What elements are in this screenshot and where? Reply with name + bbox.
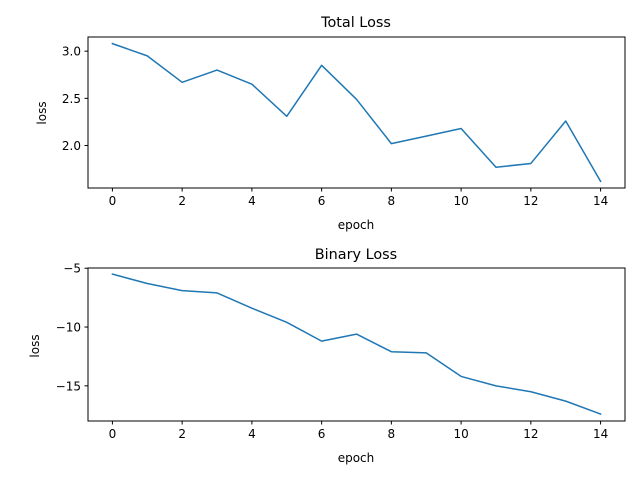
x-tick-label: 8 [388,194,396,208]
x-tick-label: 0 [109,194,117,208]
y-axis-label: loss [35,101,49,124]
chart-title: Binary Loss [315,247,397,263]
x-tick-label: 10 [453,194,468,208]
x-tick-label: 4 [248,194,256,208]
y-tick-label: −5 [63,262,81,276]
ticks: 0 2 4 6 8 10 12 14 −15 −10 −5 [56,262,609,441]
y-tick-label: −15 [56,379,81,393]
x-tick-label: 14 [593,427,608,441]
series-line [111,273,602,416]
x-tick-label: 2 [178,427,186,441]
y-tick-label: 3.0 [62,45,81,59]
series-group [111,273,602,416]
binary-loss-panel: Binary Loss epoch loss 0 2 4 6 8 10 12 14 −15 −10… [28,247,626,465]
x-tick-label: 12 [523,194,538,208]
x-tick-label: 10 [453,427,468,441]
x-tick-label: 8 [388,427,396,441]
y-axis-label: loss [28,334,42,357]
x-tick-label: 6 [318,427,326,441]
y-tick-label: 2.5 [62,92,81,106]
x-tick-label: 0 [109,427,117,441]
series-line [111,42,602,183]
x-tick-label: 2 [178,194,186,208]
x-tick-label: 6 [318,194,326,208]
plot-frame [87,36,626,189]
x-axis-label: epoch [338,218,375,232]
series-group [111,42,602,183]
x-tick-label: 14 [593,194,608,208]
ticks: 0 2 4 6 8 10 12 14 2.0 2.5 3.0 [62,45,608,208]
x-axis-label: epoch [338,451,375,465]
y-tick-label: −10 [56,321,81,335]
total-loss-panel: Total Loss epoch loss 0 2 4 6 8 10 12 14 2.0 2.5 3… [35,15,626,232]
chart-title: Total Loss [320,15,391,31]
y-tick-label: 2.0 [62,139,81,153]
x-tick-label: 4 [248,427,256,441]
x-tick-label: 12 [523,427,538,441]
plot-frame [87,267,626,422]
